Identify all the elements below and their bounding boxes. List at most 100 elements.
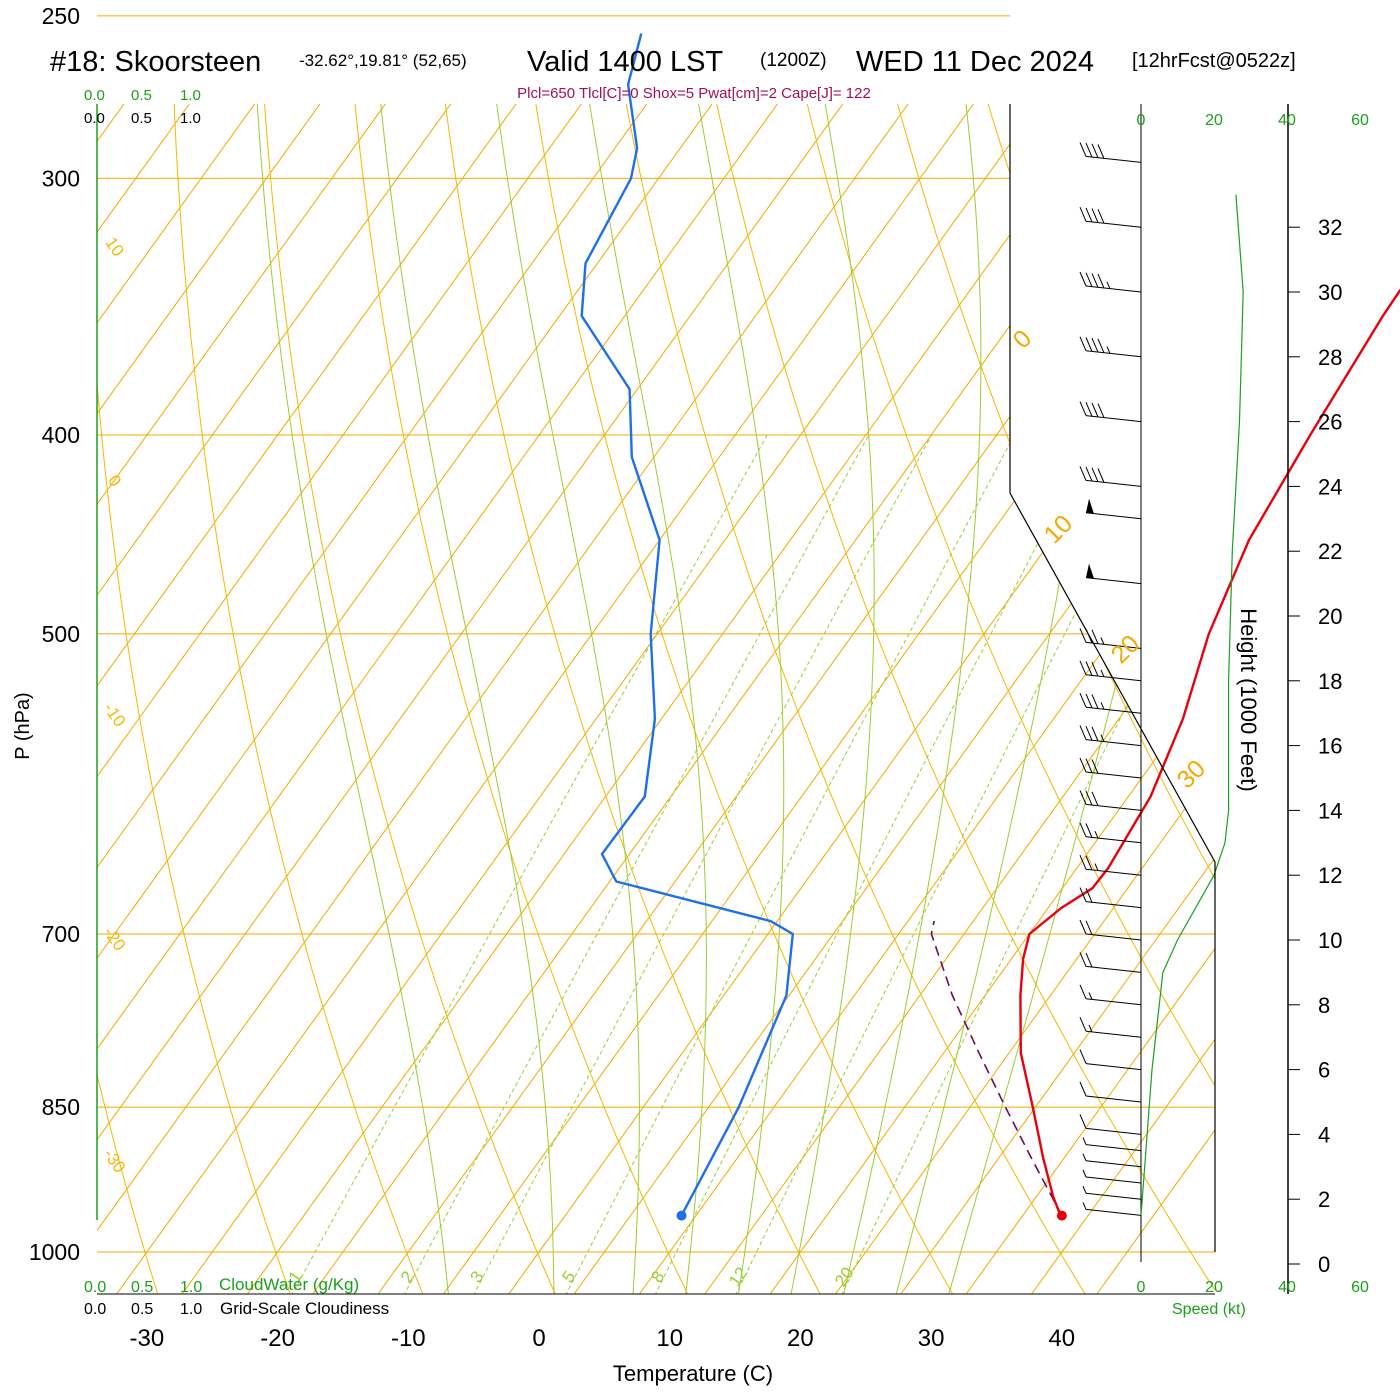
isotherm-line [704,104,1215,1294]
speed-tick-top: 20 [1205,112,1223,129]
wind-barb-staff [1085,1095,1142,1103]
valid-date: WED 11 Dec 2024 [856,46,1094,78]
wind-barb-feather [1097,468,1105,483]
dry-adiabat-label: -10 [100,699,130,730]
height-tick-label: 30 [1318,280,1342,305]
wind-barb-staff [1085,1208,1142,1216]
wind-barb-half-feather [1082,1186,1087,1194]
wind-barb-feather [1079,142,1087,157]
isotherm-line [312,104,1170,1294]
top-cloudiness-tick: 0.5 [131,110,152,127]
wind-barb-half-feather [1082,1137,1087,1145]
wind-barb-feather [1079,693,1087,708]
isotherm-line [97,104,844,1294]
wind-barb-half-feather [1094,831,1099,839]
speed-tick-bottom: 40 [1278,1279,1296,1296]
wind-barb-feather [1079,271,1087,287]
wind-barb-half-feather [1100,637,1105,645]
isotherm-line [900,104,1215,1294]
wind-barb-feather [1091,759,1099,774]
dry-adiabat-line [604,104,1102,1294]
wind-barb-staff [1085,641,1142,649]
dry-adiabat-line [865,104,1215,1294]
bottom-cloudiness-tick: 1.0 [180,1301,202,1318]
wind-barb-feather [1085,823,1093,838]
wind-barb-half-feather [1100,669,1105,678]
speed-tick-top: 60 [1351,112,1369,129]
height-tick-label: 2 [1318,1187,1330,1212]
wind-barb-staff [1085,220,1142,228]
speed-tick-top: 0 [1137,112,1146,129]
wind-barb-feather [1079,919,1087,935]
isotherm-line [1031,104,1215,1294]
dry-adiabat-line [778,104,1215,1294]
wind-barb-staff [1085,706,1142,714]
wind-barb-feather [1091,402,1099,418]
wind-barb-feather [1079,984,1087,999]
wind-barb-half-feather [1082,1202,1087,1210]
height-tick-label: 32 [1318,215,1342,240]
temperature-tick-label: 20 [787,1325,814,1352]
mixing-ratio-line [389,434,870,1294]
wind-speed-line [1140,194,1244,1216]
wind-barb-feather [1091,273,1099,288]
moist-adiabat-line [840,104,982,1294]
mixing-ratio-label: 20 [831,1264,857,1290]
y-axis-title: P (hPa) [12,692,34,759]
wind-barb-feather [1091,694,1099,709]
wind-barb-feather [1079,1049,1087,1064]
isotherm-line [97,104,517,1294]
pressure-tick-label: 400 [42,422,80,448]
isotherm-line [769,104,1215,1294]
wind-barb-staff [1085,674,1142,682]
height-tick-label: 12 [1318,863,1342,888]
pressure-tick-label: 300 [42,165,80,191]
temperature-tick-label: 30 [918,1325,945,1352]
wind-barb-half-feather [1106,346,1111,354]
station-location: -32.62°,19.81° (52,65) [299,51,467,70]
isotherm-line [97,104,452,1294]
speed-tick-bottom: 0 [1137,1279,1146,1296]
height-tick-label: 0 [1318,1252,1330,1277]
wind-barb-feather [1085,466,1093,482]
height-tick-label: 16 [1318,734,1342,759]
cloudwater-label: CloudWater (g/Kg) [219,1275,359,1294]
dry-adiabat-line [691,104,1215,1294]
isotherm-label: 20 [1106,630,1145,669]
wind-barb-feather [1079,336,1087,351]
wind-barb-staff [1085,285,1142,293]
temperature-tick-label: -20 [260,1325,295,1352]
isotherm-line [246,104,1105,1294]
top-cloudiness-tick: 1.0 [180,110,201,127]
wind-barb-staff [1085,803,1142,811]
wind-barb-feather [1085,207,1093,223]
wind-barb-feather [1091,208,1099,223]
wind-barb-staff [1085,350,1142,358]
surface-dewpoint-point [676,1210,687,1221]
wind-barb-half-feather [1088,992,1093,1000]
temperature-tick-label: -10 [391,1325,426,1352]
height-tick-label: 24 [1318,474,1342,499]
wind-barb-feather [1085,661,1093,676]
isotherm-label: 10 [1039,510,1078,549]
isotherm-line [377,104,1215,1294]
forecast-label: [12hrFcst@0522z] [1132,50,1296,72]
dry-adiabat-line [1126,104,1215,1294]
dry-adiabat-line [1039,104,1215,1294]
clipped-grid [97,104,1215,1294]
wind-barb-feather [1085,952,1093,968]
wind-barb-feather [1079,790,1087,805]
wind-barb-feather [1085,790,1093,806]
mixing-ratio-line [552,434,1015,1294]
mixing-ratio-label: 5 [558,1268,579,1287]
wind-barb-staff [1085,1063,1142,1071]
valid-time: Valid 1400 LST [527,46,723,78]
wind-barb-staff [1085,836,1142,844]
isotherm-line [97,104,648,1294]
mixing-ratio-line [641,434,1095,1294]
surface-temperature-point [1056,1210,1067,1221]
dry-adiabat-line [170,104,434,1294]
wind-barb-staff [1085,901,1142,909]
dry-adiabat-line [517,104,969,1294]
isotherm-line [97,104,386,1294]
